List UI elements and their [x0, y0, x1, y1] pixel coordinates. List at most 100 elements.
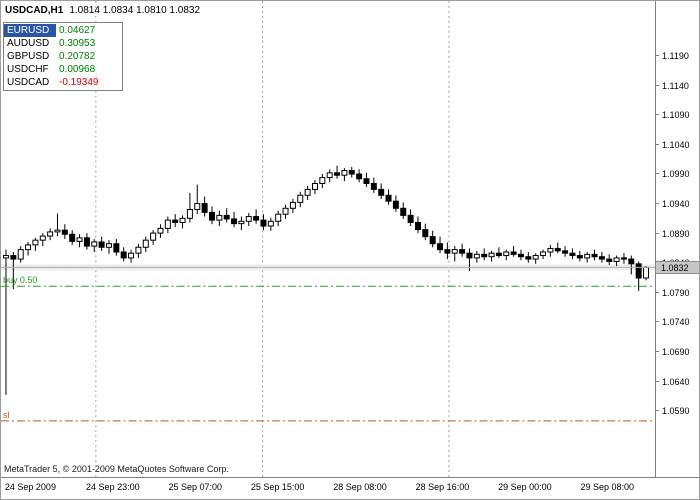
bull-candle-body: [32, 239, 39, 246]
time-axis-label: 28 Sep 08:00: [333, 482, 387, 492]
bull-candle-body: [613, 257, 620, 262]
bear-candle-body: [562, 250, 569, 254]
bear-candle-body: [378, 188, 385, 196]
price-axis-label: 1.1190: [656, 51, 699, 61]
bull-candle-body: [194, 203, 201, 210]
bear-candle-body: [98, 241, 105, 248]
bear-candle-body: [466, 252, 473, 259]
price-axis-label: 1.0890: [656, 229, 699, 239]
bear-candle-body: [356, 173, 363, 180]
market-watch-symbol: EURUSD: [4, 24, 56, 37]
bear-candle-body: [628, 258, 635, 265]
price-axis-label: 1.0740: [656, 317, 699, 327]
bear-candle-body: [554, 247, 561, 252]
bear-candle-body: [510, 251, 517, 255]
time-axis-label: 24 Sep 2009: [4, 482, 56, 492]
sl-level-label: sl: [3, 410, 9, 420]
bear-candle-body: [61, 229, 68, 235]
price-axis-label: 1.0690: [656, 347, 699, 357]
bear-candle-body: [525, 256, 532, 260]
bull-candle-body: [17, 249, 24, 260]
bull-candle-body: [326, 172, 333, 179]
price-axis-label: 1.1140: [656, 81, 699, 91]
market-watch-value: 0.00968: [59, 64, 96, 75]
bull-candle-body: [135, 246, 142, 254]
bull-candle-body: [473, 253, 480, 259]
market-watch-symbol: USDCHF: [7, 64, 49, 75]
bull-candle-body: [275, 213, 282, 222]
bear-candle-body: [517, 253, 524, 258]
time-axis-label: 25 Sep 15:00: [250, 482, 305, 492]
bull-candle-body: [105, 243, 112, 248]
bear-candle-body: [429, 236, 436, 245]
candlestick-chart: buy 0.50 sl: [1, 1, 655, 477]
price-axis-label: 1.0790: [656, 288, 699, 298]
chart-symbol-label: USDCAD,H1: [5, 5, 64, 16]
bear-candle-body: [407, 214, 414, 223]
bull-candle-body: [216, 214, 223, 221]
bull-candle-body: [150, 232, 157, 241]
bear-candle-body: [635, 263, 642, 279]
chart-title: USDCAD,H1 1.0814 1.0834 1.0810 1.0832: [5, 5, 200, 16]
bull-candle-body: [39, 235, 46, 241]
bear-candle-body: [69, 233, 76, 242]
market-watch-row-gbpusd[interactable]: GBPUSD 0.20782: [4, 50, 122, 63]
price-axis-label: 1.0990: [656, 169, 699, 179]
bear-candle-body: [231, 218, 238, 225]
chart-ohlc-label: 1.0814 1.0834 1.0810 1.0832: [69, 5, 201, 16]
bear-candle-body: [569, 252, 576, 257]
bear-candle-body: [201, 203, 208, 213]
bear-candle-body: [400, 207, 407, 216]
bull-candle-body: [503, 251, 510, 257]
bear-candle-body: [172, 219, 179, 223]
bear-candle-body: [392, 200, 399, 209]
bear-candle-body: [598, 256, 605, 260]
bull-candle-body: [186, 208, 193, 219]
bull-candle-body: [91, 241, 98, 247]
price-axis-label: 1.0640: [656, 377, 699, 387]
bear-candle-body: [444, 249, 451, 254]
bear-candle-body: [591, 253, 598, 258]
bear-candle-body: [370, 182, 377, 190]
market-watch-row-usdchf[interactable]: USDCHF 0.00968: [4, 63, 122, 76]
bear-candle-body: [495, 252, 502, 257]
price-axis-label: 1.1090: [656, 110, 699, 120]
market-watch-symbol: USDCAD: [7, 77, 50, 88]
bull-candle-body: [532, 255, 539, 260]
bear-candle-body: [437, 243, 444, 251]
price-axis[interactable]: 1.1190 1.1140 1.1090 1.1040 1.0990 1.0940 1.08…: [655, 1, 699, 477]
bear-candle-body: [422, 229, 429, 238]
bull-candle-body: [547, 247, 554, 253]
chart-area[interactable]: buy 0.50 sl USDCAD,H1 1.0814 1.0834 1.0810…: [1, 1, 655, 477]
bull-candle-body: [245, 216, 252, 222]
bull-candle-body: [54, 229, 61, 233]
bear-candle-body: [208, 211, 215, 221]
bull-candle-body: [76, 237, 83, 242]
bear-candle-body: [260, 219, 267, 227]
market-watch-value: -0.19349: [59, 77, 99, 88]
bear-candle-body: [459, 249, 466, 254]
bull-candle-body: [267, 220, 274, 227]
bull-candle-body: [584, 253, 591, 259]
copyright-label: MetaTrader 5, © 2001-2009 MetaQuotes Sof…: [4, 464, 229, 474]
bull-candle-body: [238, 220, 245, 225]
bear-candle-body: [83, 237, 90, 247]
bear-candle-body: [414, 221, 421, 231]
bull-candle-body: [488, 252, 495, 258]
bear-candle-body: [253, 216, 260, 221]
bull-candle-body: [311, 182, 318, 190]
bear-candle-body: [363, 178, 370, 184]
current-price-box: 1.0832: [656, 260, 699, 274]
time-axis-label: 25 Sep 07:00: [168, 482, 223, 492]
market-watch-row-eurusd[interactable]: EURUSD 0.04627: [4, 24, 122, 37]
bull-candle-body: [2, 255, 9, 259]
bear-candle-body: [223, 214, 230, 220]
market-watch-symbol: AUDUSD: [7, 38, 50, 49]
bull-candle-body: [157, 227, 164, 234]
market-watch-row-audusd[interactable]: AUDUSD 0.30953: [4, 37, 122, 50]
time-axis-label: 24 Sep 23:00: [86, 482, 140, 492]
bull-candle-body: [164, 219, 171, 229]
market-watch-row-usdcad[interactable]: USDCAD -0.19349: [4, 76, 122, 89]
time-axis[interactable]: 24 Sep 2009 24 Sep 23:00 25 Sep 07:00 25 Se…: [1, 477, 699, 499]
